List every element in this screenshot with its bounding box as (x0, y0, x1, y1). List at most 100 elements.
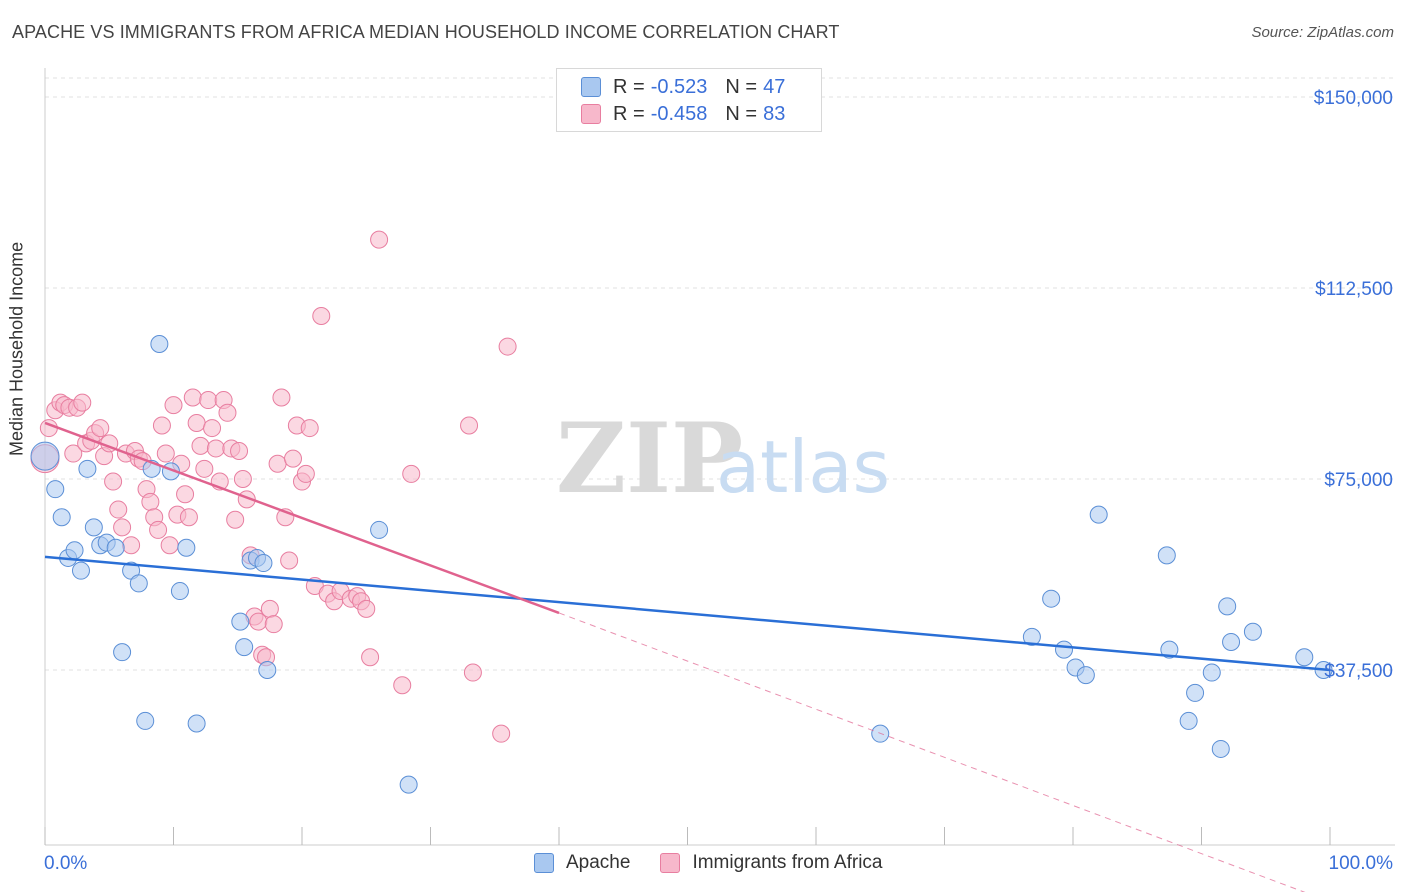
legend-label-apache: Apache (566, 852, 631, 873)
apache-point (1179, 711, 1198, 730)
watermark-atlas: atlas (716, 425, 890, 509)
legend-item-africa[interactable]: Immigrants from Africa (660, 852, 883, 874)
apache-point (30, 441, 60, 471)
africa-swatch-icon (581, 104, 601, 124)
africa-point (460, 416, 479, 435)
legend-label-africa: Immigrants from Africa (692, 852, 883, 873)
africa-point (104, 472, 123, 491)
africa-point (176, 485, 195, 504)
africa-point (164, 396, 183, 415)
n-value: 47 (763, 75, 786, 98)
africa-trend-line (44, 421, 560, 615)
watermark-zip: ZIP (556, 402, 743, 515)
africa-point (179, 508, 198, 527)
africa-point (260, 599, 279, 618)
apache-point (136, 711, 155, 730)
source-label: Source: ZipAtlas.com (1251, 24, 1394, 41)
africa-point (91, 419, 110, 438)
n-label: N = (725, 102, 758, 125)
r-label: R = (613, 102, 645, 125)
africa-point (264, 615, 283, 634)
africa-point (152, 416, 171, 435)
apache-point (129, 574, 148, 593)
africa-point (300, 419, 319, 438)
africa-point (149, 520, 168, 539)
apache-point (177, 538, 196, 557)
apache-point (1243, 622, 1262, 641)
watermark: ZIP atlas (556, 402, 890, 515)
apache-point (1222, 632, 1241, 651)
apache-point (1211, 739, 1230, 758)
africa-point (361, 648, 380, 667)
africa-point (492, 724, 511, 743)
apache-point (187, 714, 206, 733)
apache-point (254, 554, 273, 573)
africa-point (64, 444, 83, 463)
apache-point (52, 508, 71, 527)
apache-point (370, 520, 389, 539)
africa-point (195, 459, 214, 478)
africa-point (296, 464, 315, 483)
africa-swatch-icon (660, 853, 681, 873)
x-tick-label: 100.0% (1329, 853, 1394, 874)
apache-point (1022, 627, 1041, 646)
r-label: R = (613, 75, 645, 98)
apache-point (399, 775, 418, 794)
africa-point (203, 419, 222, 438)
apache-point (1076, 666, 1095, 685)
apache-swatch-icon (534, 853, 554, 873)
africa-point (498, 337, 517, 356)
apache-point (71, 561, 90, 580)
apache-swatch-icon (581, 77, 601, 97)
apache-point (1055, 640, 1074, 659)
africa-point (280, 551, 299, 570)
apache-point (1295, 648, 1314, 667)
africa-point (233, 470, 252, 488)
chart-title: APACHE VS IMMIGRANTS FROM AFRICA MEDIAN … (12, 22, 840, 42)
apache-point (150, 335, 169, 354)
africa-point (109, 500, 128, 519)
legend-row-africa: R = -0.458 N = 83 (581, 102, 785, 126)
legend-item-apache[interactable]: Apache (534, 852, 630, 874)
apache-point (65, 541, 84, 560)
apache-point (231, 612, 250, 631)
legend-row-apache: R = -0.523 N = 47 (581, 75, 785, 99)
apache-point (170, 582, 189, 601)
africa-point (272, 388, 291, 407)
africa-point (187, 413, 206, 432)
africa-point (402, 464, 421, 483)
apache-point (1186, 683, 1205, 702)
tick-labels: $37,500 $75,000 $112,500 $150,000 0.0% 100.0% (44, 88, 1393, 874)
gridlines (45, 77, 1395, 671)
africa-point (463, 663, 482, 682)
apache-point (1218, 597, 1237, 616)
n-value: 83 (763, 102, 786, 125)
africa-point (122, 536, 141, 555)
r-value: -0.458 (650, 102, 708, 125)
africa-point (73, 393, 92, 412)
apache-point (1202, 663, 1221, 682)
africa-point (199, 391, 218, 410)
apache-point (1089, 505, 1108, 524)
apache-point (1157, 546, 1176, 565)
apache-point (235, 638, 254, 657)
apache-point (258, 661, 277, 679)
africa-point (226, 510, 245, 529)
africa-point (370, 230, 389, 249)
y-tick-label: $112,500 (1315, 279, 1393, 300)
y-tick-label: $37,500 (1324, 661, 1393, 682)
africa-point (141, 492, 160, 511)
africa-point (312, 307, 331, 326)
africa-trend-extension (558, 612, 1306, 892)
africa-point (218, 403, 237, 422)
africa-point (156, 444, 175, 463)
trend-lines (44, 421, 1331, 892)
apache-point (113, 643, 132, 662)
correlation-legend: R = -0.523 N = 47 R = -0.458 N = 83 (556, 68, 822, 132)
series-legend: Apache Immigrants from Africa (534, 852, 913, 874)
africa-point (284, 449, 303, 468)
africa-point (393, 676, 412, 695)
apache-point (1160, 640, 1179, 659)
africa-point (160, 536, 179, 555)
